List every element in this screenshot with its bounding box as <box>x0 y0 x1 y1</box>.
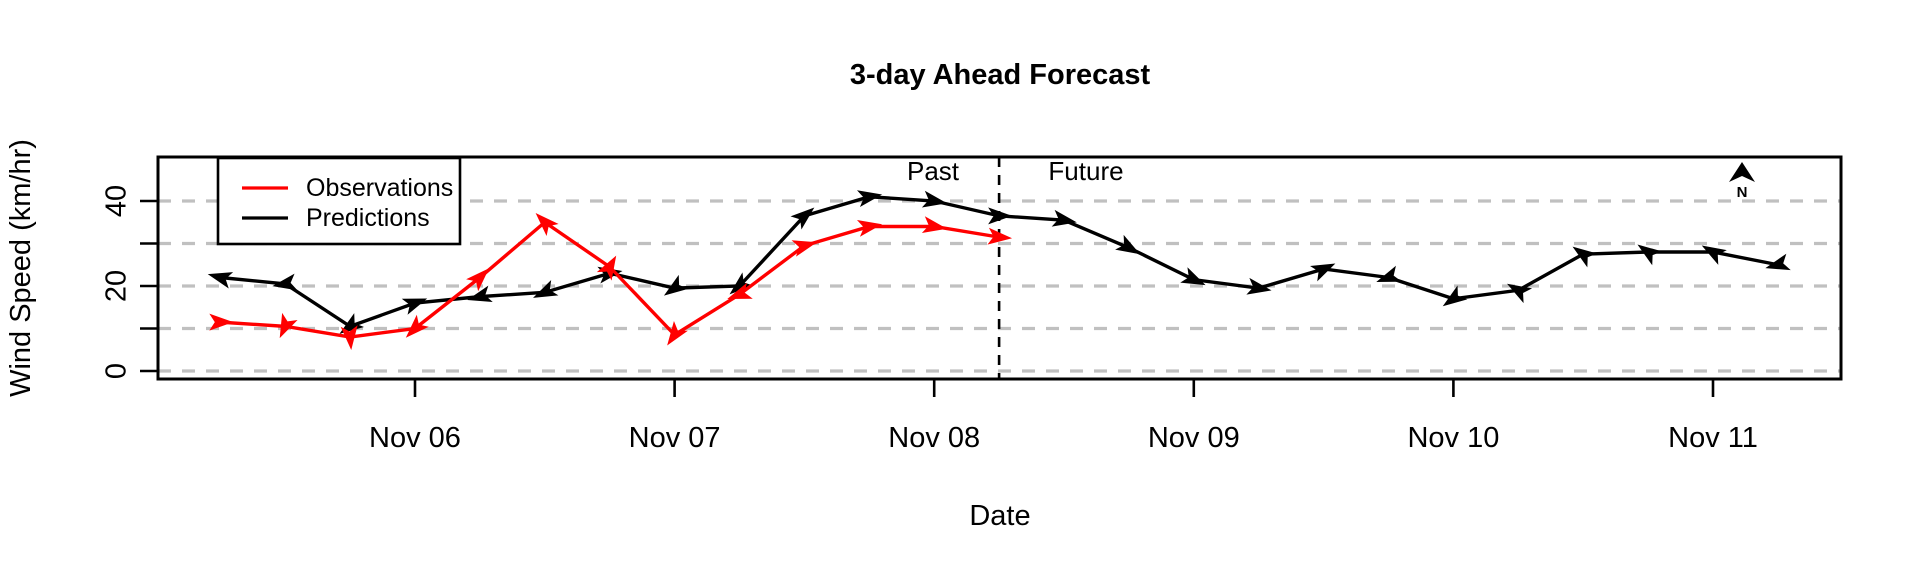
legend-entry-label: Observations <box>306 174 453 202</box>
predictions-point-arrow-icon <box>467 285 493 302</box>
predictions-point-arrow-icon <box>1442 285 1468 307</box>
predictions-point-arrow-icon <box>1637 244 1662 266</box>
observations-point-arrow-icon <box>209 313 234 331</box>
north-arrow-glyph <box>1729 162 1755 182</box>
predictions-point-arrow-icon <box>1246 277 1272 295</box>
observations-point-arrow-icon <box>405 314 429 338</box>
predictions-point-arrow-icon <box>339 313 364 334</box>
predictions-point-arrow-icon <box>1507 283 1533 304</box>
x-axis-label: Date <box>969 500 1030 532</box>
predictions-point-arrow-icon <box>207 272 234 289</box>
north-arrow-icon: N <box>1729 162 1755 201</box>
predictions-point-arrow-icon <box>1376 265 1402 282</box>
predictions-point-arrow-icon <box>1180 267 1206 286</box>
x-tick-label: Nov 09 <box>1148 422 1240 454</box>
predictions-point-arrow-icon <box>1701 245 1727 265</box>
x-tick-label: Nov 11 <box>1668 422 1758 454</box>
predictions-point-arrow-icon <box>1765 253 1791 271</box>
predictions-point-arrow-icon <box>533 280 559 298</box>
y-tick-label: 0 <box>101 363 133 379</box>
y-tick-label: 20 <box>101 270 133 302</box>
data-series <box>207 190 1791 350</box>
x-tick-label: Nov 08 <box>888 422 980 454</box>
x-tick-label: Nov 07 <box>629 422 721 454</box>
predictions-point-arrow-icon <box>729 272 754 295</box>
observations-point-arrow-icon <box>727 282 753 299</box>
predictions-point-arrow-icon <box>401 298 428 315</box>
predictions-point-arrow-icon <box>663 274 689 296</box>
y-tick-label: 40 <box>101 185 133 217</box>
observations-point-arrow-icon <box>279 312 298 339</box>
observations-point-arrow-icon <box>856 220 883 237</box>
observations-point-arrow-icon <box>987 227 1013 245</box>
predictions-point-arrow-icon <box>1051 209 1077 227</box>
predictions-point-arrow-icon <box>856 190 883 208</box>
observations-point-arrow-icon <box>596 255 617 281</box>
observations-point-arrow-icon <box>921 216 948 233</box>
x-tick-label: Nov 06 <box>369 422 461 454</box>
predictions-point-arrow-icon <box>1115 234 1141 255</box>
observations-point-arrow-icon <box>791 240 817 257</box>
plot-border <box>156 155 1843 381</box>
legend-entry-label: Predictions <box>306 204 430 232</box>
north-label: N <box>1737 184 1748 201</box>
future-zone-label: Future <box>1048 156 1123 186</box>
predictions-point-arrow-icon <box>790 207 815 230</box>
axes: 0 20 40 Nov 06 Nov 07 Nov 08 Nov 09 Nov 10 Nov 1… <box>101 185 1758 454</box>
chart-title: 3-day Ahead Forecast <box>850 59 1151 91</box>
past-zone-label: Past <box>907 156 960 186</box>
y-axis-label: Wind Speed (km/hr) <box>5 139 37 397</box>
legend-box <box>216 156 462 246</box>
observations-point-arrow-icon <box>466 268 490 292</box>
observations-point-arrow-icon <box>667 320 688 346</box>
x-tick-label: Nov 10 <box>1407 422 1499 454</box>
predictions-point-arrow-icon <box>1310 263 1336 282</box>
predictions-point-arrow-icon <box>921 190 948 208</box>
predictions-point-arrow-icon <box>272 273 298 291</box>
predictions-point-arrow-icon <box>988 207 1013 225</box>
observations-point-arrow-icon <box>340 325 358 350</box>
predictions-point-arrow-icon <box>1572 246 1598 268</box>
observations-point-arrow-icon <box>535 213 559 237</box>
